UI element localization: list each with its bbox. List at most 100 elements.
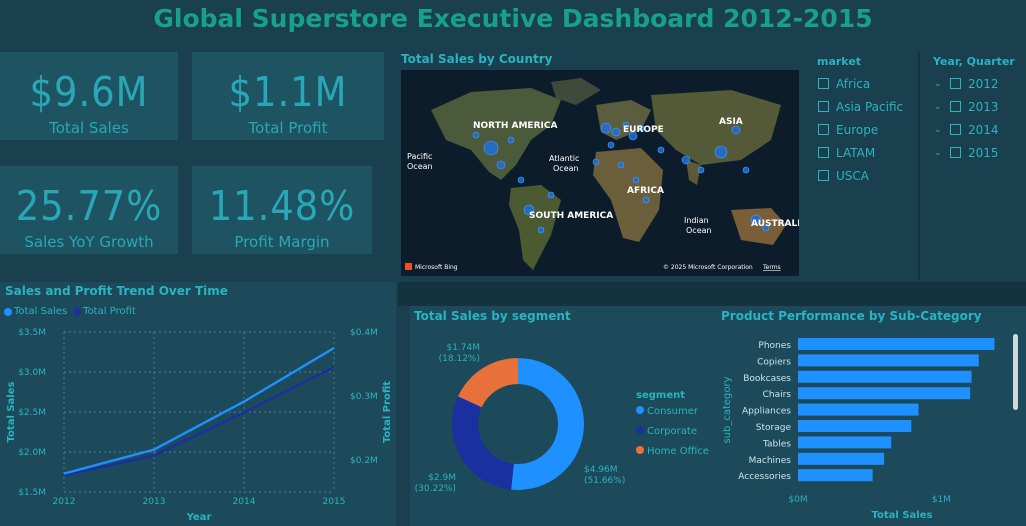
donut-value-label: $2.9M [428,473,456,483]
year-option-label: 2012 [968,76,999,91]
donut-value-label: $1.74M [446,343,480,353]
bar-category-label: Copiers [757,357,791,367]
checkbox-icon[interactable] [950,101,961,112]
slicer-divider [918,52,920,280]
y-tick-label: $1.5M [18,488,46,498]
bar-y-axis-title: sub_category [722,376,733,443]
year-slicer: Year, Quarter ⌄ 2012 ⌄ 2013 ⌄ 2014 ⌄ 2015 [928,52,1026,280]
legend-profit-dot [73,307,82,316]
donut-legend-dot [636,426,644,434]
bing-logo-icon [405,263,412,270]
world-map[interactable]: NORTH AMERICA EUROPE ASIA AFRICA SOUTH A… [401,70,799,276]
kpi-profit-margin-value: 11.48% [208,182,356,230]
map-panel: Total Sales by Country [396,50,806,280]
kpi-total-profit-label: Total Profit [248,119,328,137]
market-option-usca[interactable]: USCA [818,164,916,187]
market-option-africa[interactable]: Africa [818,72,916,95]
checkbox-icon[interactable] [950,124,961,135]
checkbox-icon[interactable] [950,78,961,89]
market-option-latam[interactable]: LATAM [818,141,916,164]
y2-axis-title: Total Profit [382,381,393,443]
bar-chart-scrollbar[interactable] [1013,334,1018,410]
map-terms-link[interactable]: Terms [762,264,781,271]
kpi-total-profit[interactable]: $1.1M Total Profit [192,52,384,140]
bar-category-label: Storage [756,423,792,433]
subcategory-bar-chart[interactable]: Phones Copiers Bookcases Chairs Appliances St… [716,330,1016,524]
kpi-total-sales[interactable]: $9.6M Total Sales [0,52,178,140]
chevron-down-icon[interactable]: ⌄ [934,147,942,158]
donut-value-label: $4.96M [584,465,618,475]
donut-legend-label: Home Office [647,446,709,457]
year-option-2013[interactable]: ⌄ 2013 [934,95,1026,118]
trend-panel [0,282,396,526]
market-slicer-header: market [817,55,862,68]
year-slicer-header: Year, Quarter [933,55,1015,68]
subcategory-chart-title: Product Performance by Sub-Category [721,309,982,323]
map-label-pacific-2: Ocean [407,162,433,171]
year-option-2015[interactable]: ⌄ 2015 [934,141,1026,164]
year-option-2012[interactable]: ⌄ 2012 [934,72,1026,95]
donut-slice-consumer [511,358,584,490]
map-label-indian-2: Ocean [686,226,712,235]
map-label-indian: Indian [684,216,709,225]
chevron-down-icon[interactable]: ⌄ [934,124,942,135]
map-label-north-america: NORTH AMERICA [473,121,557,131]
bar-phones [798,338,995,350]
kpi-total-sales-label: Total Sales [49,119,129,137]
checkbox-icon[interactable] [818,147,829,158]
x-tick-label: $1M [932,495,951,505]
market-option-europe[interactable]: Europe [818,118,916,141]
map-label-australia: AUSTRALIA [751,219,799,229]
year-option-label: 2013 [968,99,999,114]
chevron-down-icon[interactable]: ⌄ [934,78,942,89]
bar-category-label: Accessories [738,472,791,482]
y-tick-label: $3.0M [18,368,46,378]
x-tick-label: 2013 [143,497,166,507]
kpi-total-profit-value: $1.1M [228,68,348,116]
x-tick-label: 2015 [323,497,346,507]
y2-tick-label: $0.2M [350,456,378,466]
checkbox-icon[interactable] [818,124,829,135]
legend-sales-label: Total Sales [14,306,68,317]
kpi-profit-margin[interactable]: 11.48% Profit Margin [192,166,372,254]
checkbox-icon[interactable] [818,170,829,181]
trend-chart[interactable]: $1.5M $2.0M $2.5M $3.0M $3.5M $0.2M $0.3M $0.4M… [0,320,396,526]
y-tick-label: $2.5M [18,408,46,418]
market-option-label: Africa [836,76,871,91]
bottom-right-header-strip [398,282,1026,306]
checkbox-icon[interactable] [818,101,829,112]
bar-copiers [798,354,979,367]
map-label-south-america: SOUTH AMERICA [529,211,613,221]
market-option-asia-pacific[interactable]: Asia Pacific [818,95,916,118]
kpi-sales-yoy[interactable]: 25.77% Sales YoY Growth [0,166,178,254]
x-tick-label: 2014 [233,497,256,507]
trend-chart-title: Sales and Profit Trend Over Time [5,284,228,298]
checkbox-icon[interactable] [950,147,961,158]
kpi-sales-yoy-value: 25.77% [15,182,163,230]
donut-slice-corporate [452,396,514,490]
year-option-label: 2015 [968,145,999,160]
bar-x-axis-title: Total Sales [872,510,933,521]
profit-line [63,366,335,477]
donut-legend-label: Corporate [647,426,697,437]
legend-sales-dot [4,307,12,316]
market-option-label: LATAM [836,145,876,160]
x-tick-label: 2012 [53,497,76,507]
market-slicer: market Africa Asia Pacific Europe LATAM USCA [812,52,916,280]
segment-donut-chart[interactable]: $4.96M(51.66%) $2.9M(30.22%) $1.74M(18.12%… [412,326,712,522]
donut-percent-label: (18.12%) [439,354,480,364]
bar-accessories [798,469,873,482]
map-copyright: © 2025 Microsoft Corporation [663,264,753,271]
bar-category-label: Bookcases [743,374,791,384]
donut-slice-home-office [458,358,518,408]
map-ocean-labels: Pacific Ocean Atlantic Ocean Indian Ocea… [407,152,712,235]
legend-profit-label: Total Profit [83,306,136,317]
y2-tick-label: $0.4M [350,328,378,338]
year-option-2014[interactable]: ⌄ 2014 [934,118,1026,141]
donut-legend-dot [636,406,644,414]
page-title: Global Superstore Executive Dashboard 20… [153,4,873,33]
segment-chart-title: Total Sales by segment [414,309,571,323]
chevron-down-icon[interactable]: ⌄ [934,101,942,112]
market-option-label: USCA [836,168,869,183]
checkbox-icon[interactable] [818,78,829,89]
